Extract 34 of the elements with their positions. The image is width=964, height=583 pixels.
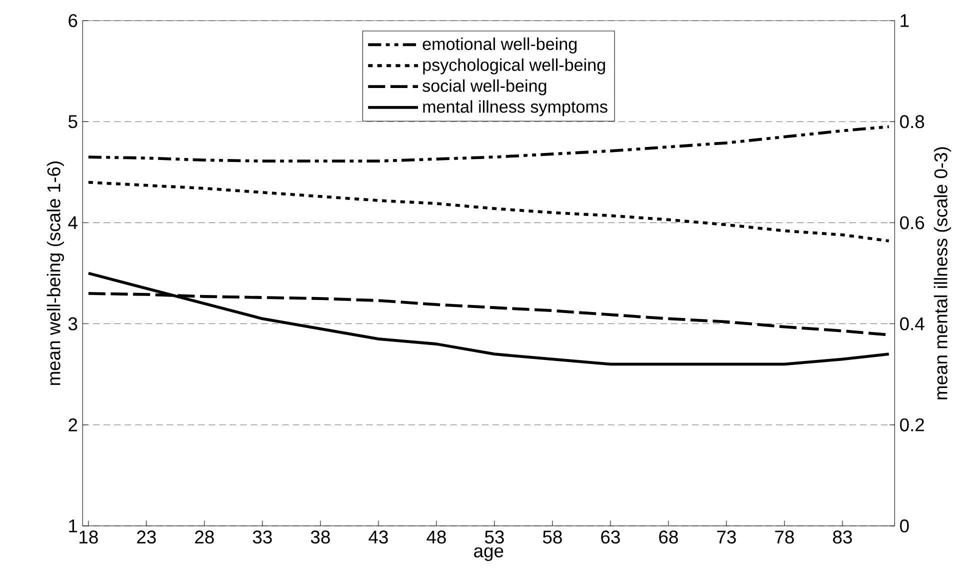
x-tick-label: 83 (833, 530, 852, 544)
y2-tick-label: 0.4 (900, 317, 924, 330)
y-tick-label: 5 (68, 115, 78, 128)
y2-tick-label: 0.2 (900, 418, 924, 432)
x-tick-label: 38 (310, 530, 330, 544)
x-tick-label: 53 (484, 530, 504, 544)
y-tick-label: 4 (68, 216, 78, 230)
x-axis-title: age (474, 547, 504, 562)
legend-label: social well-being (422, 79, 546, 96)
x-tick-label: 73 (717, 530, 736, 544)
x-tick-label: 18 (80, 530, 98, 544)
y2-axis-title: mean mental illness (scale 0-3) (934, 147, 952, 400)
x-tick-label: 33 (252, 530, 272, 544)
x-tick-label: 63 (601, 530, 620, 544)
x-tick-label: 58 (542, 530, 562, 544)
x-tick-label: 23 (137, 530, 156, 544)
x-tick-label: 48 (426, 530, 446, 544)
y-tick-label: 1 (69, 520, 78, 532)
legend-label: psychological well-being (423, 58, 605, 74)
x-tick-label: 28 (195, 530, 214, 544)
legend-label: emotional well-being (422, 38, 577, 54)
y2-tick-label: 0.6 (900, 216, 924, 230)
x-tick-label: 43 (368, 530, 388, 544)
y2-tick-label: 1 (900, 14, 909, 27)
legend-label: mental illness symptoms (423, 100, 608, 116)
y2-tick-label: 0.8 (900, 115, 924, 128)
y2-tick-label: 0 (900, 519, 909, 532)
y-axis-title: mean well-being (scale 1-6) (46, 162, 64, 385)
x-tick-label: 78 (775, 530, 794, 544)
line-series (86, 180, 890, 242)
y-tick-label: 3 (68, 317, 78, 330)
y-tick-label: 6 (68, 14, 78, 28)
x-tick-label: 68 (659, 530, 678, 544)
y-tick-label: 2 (68, 418, 78, 432)
